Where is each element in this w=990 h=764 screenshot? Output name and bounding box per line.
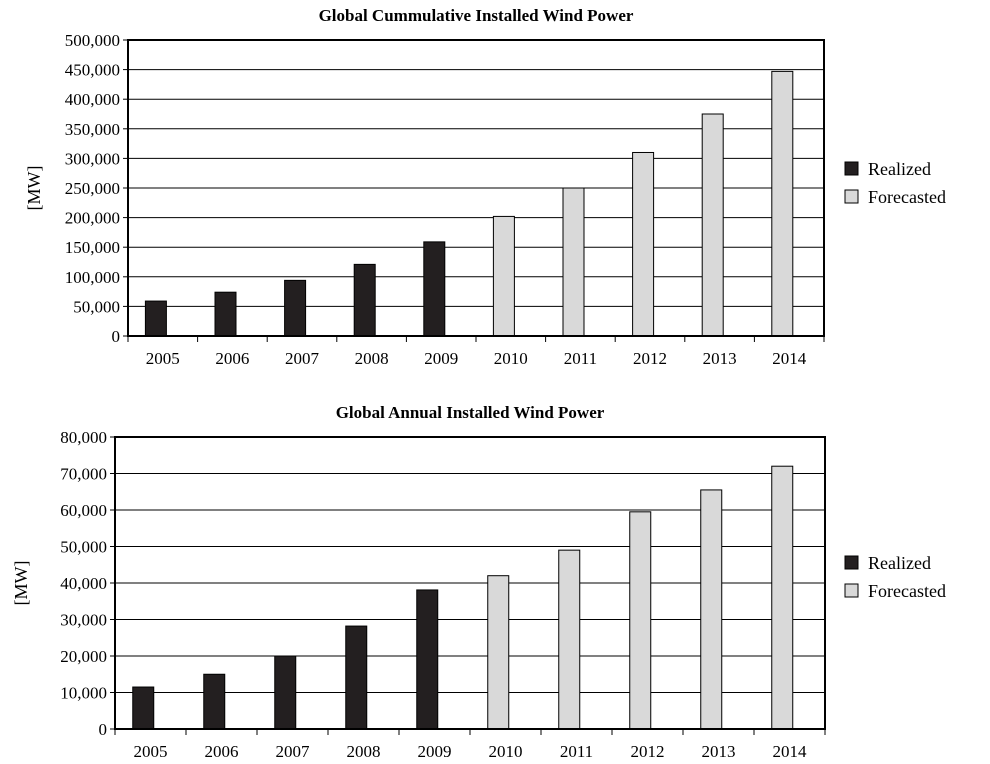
y-tick-label: 500,000 <box>65 31 120 50</box>
bar-realized-2009 <box>423 241 446 337</box>
x-tick-label: 2011 <box>564 349 597 368</box>
bar-realized-2007 <box>274 655 297 730</box>
bar-forecasted-2011 <box>562 187 585 337</box>
y-tick-label: 300,000 <box>65 149 120 168</box>
y-tick-label: 200,000 <box>65 209 120 228</box>
chart-2: Global Annual Installed Wind Power [MW] 0 1… <box>11 403 946 761</box>
x-tick-label: 2012 <box>631 742 665 761</box>
x-tick-label: 2008 <box>355 349 389 368</box>
x-tick-label: 2012 <box>633 349 667 368</box>
bar-forecasted-2014 <box>771 70 794 337</box>
bar-realized-2006 <box>203 673 226 730</box>
bar-forecasted-2011 <box>558 549 581 730</box>
bar-realized-2008 <box>345 625 368 730</box>
bar-realized-2009 <box>416 589 439 730</box>
bar-forecasted-2010 <box>487 575 510 730</box>
x-tick-label: 2005 <box>146 349 180 368</box>
y-tick-label: 30,000 <box>60 611 107 630</box>
bar-forecasted-2012 <box>629 511 652 730</box>
y-tick-label: 50,000 <box>73 297 120 316</box>
legend-swatch-realized <box>844 161 859 176</box>
y-tick-label: 10,000 <box>60 684 107 703</box>
bar-forecasted-2010 <box>492 215 515 337</box>
x-tick-label: 2014 <box>772 349 807 368</box>
bar-realized-2006 <box>214 291 237 337</box>
x-tick-label: 2014 <box>773 742 808 761</box>
x-tick-label: 2007 <box>276 742 311 761</box>
x-tick-label: 2007 <box>285 349 320 368</box>
x-tick-label: 2009 <box>418 742 452 761</box>
bar-realized-2007 <box>284 279 307 337</box>
bar-forecasted-2014 <box>771 465 794 730</box>
y-tick-label: 50,000 <box>60 538 107 557</box>
x-tick-label: 2008 <box>347 742 381 761</box>
chart-title: Global Cummulative Installed Wind Power <box>319 6 634 25</box>
chart-title: Global Annual Installed Wind Power <box>336 403 605 422</box>
y-tick-label: 250,000 <box>65 179 120 198</box>
x-tick-label: 2006 <box>215 349 249 368</box>
legend-label-forecasted: Forecasted <box>868 187 946 207</box>
legend-swatch-realized <box>844 555 859 570</box>
x-tick-label: 2006 <box>205 742 239 761</box>
x-tick-label: 2005 <box>134 742 168 761</box>
x-tick-label: 2009 <box>424 349 458 368</box>
x-tick-label: 2010 <box>494 349 528 368</box>
y-axis-label: [MW] <box>11 561 31 606</box>
legend-label-forecasted: Forecasted <box>868 581 946 601</box>
y-tick-label: 150,000 <box>65 238 120 257</box>
y-tick-label: 40,000 <box>60 574 107 593</box>
y-tick-label: 450,000 <box>65 61 120 80</box>
y-tick-label: 70,000 <box>60 465 107 484</box>
x-tick-label: 2011 <box>560 742 593 761</box>
x-tick-label: 2010 <box>489 742 523 761</box>
bar-realized-2005 <box>144 300 167 337</box>
bar-forecasted-2013 <box>700 489 723 730</box>
bar-realized-2008 <box>353 263 376 337</box>
y-tick-label: 20,000 <box>60 647 107 666</box>
bar-realized-2005 <box>132 686 155 730</box>
legend: Realized Forecasted <box>844 553 946 601</box>
bar-forecasted-2012 <box>632 151 655 337</box>
y-tick-label: 80,000 <box>60 428 107 447</box>
legend: Realized Forecasted <box>844 159 946 207</box>
x-tick-label: 2013 <box>702 742 736 761</box>
legend-swatch-forecasted <box>844 583 859 598</box>
y-tick-label: 0 <box>112 327 121 346</box>
y-axis-label: [MW] <box>24 166 44 211</box>
y-tick-label: 400,000 <box>65 90 120 109</box>
y-tick-label: 100,000 <box>65 268 120 287</box>
bar-forecasted-2013 <box>701 113 724 337</box>
chart-1: Global Cummulative Installed Wind Power [… <box>24 6 946 368</box>
legend-label-realized: Realized <box>868 553 931 573</box>
legend-swatch-forecasted <box>844 189 859 204</box>
y-tick-label: 350,000 <box>65 120 120 139</box>
x-tick-label: 2013 <box>703 349 737 368</box>
legend-label-realized: Realized <box>868 159 931 179</box>
y-tick-label: 60,000 <box>60 501 107 520</box>
y-tick-label: 0 <box>99 720 108 739</box>
